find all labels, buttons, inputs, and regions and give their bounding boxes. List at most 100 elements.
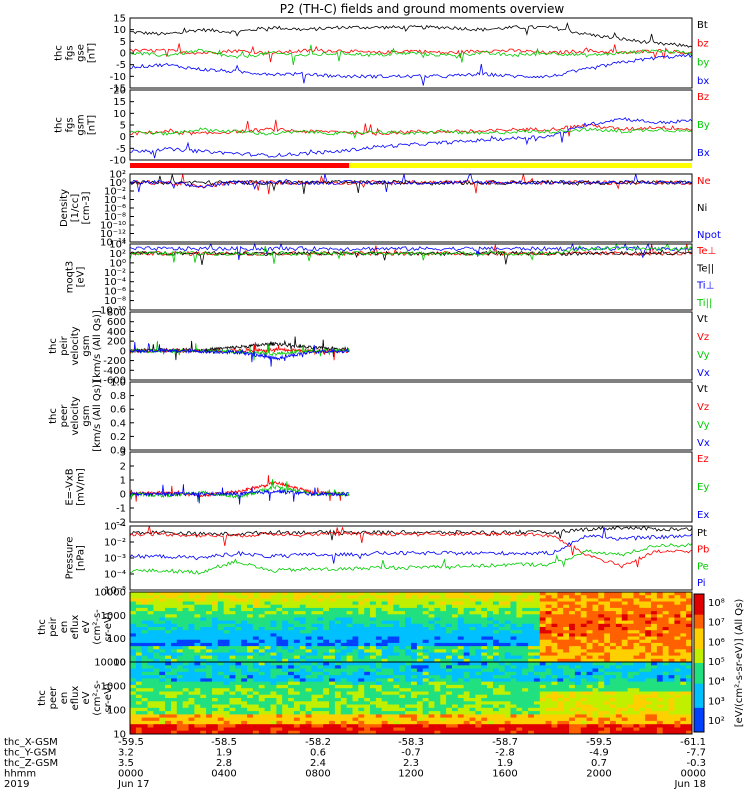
heat-cell — [563, 665, 570, 670]
heat-cell — [656, 714, 664, 719]
heat-cell — [510, 636, 517, 641]
heat-cell — [200, 614, 207, 618]
heat-cell — [569, 633, 576, 638]
heat-cell — [182, 717, 190, 722]
heat-cell — [364, 711, 371, 715]
heat-cell — [645, 604, 652, 609]
heat-cell — [586, 675, 593, 679]
heat-cell — [346, 633, 353, 638]
heat-cell — [229, 652, 236, 657]
heat-cell — [528, 724, 535, 728]
heat-cell — [293, 595, 301, 599]
heat-cell — [288, 614, 295, 618]
heat-cell — [252, 614, 260, 618]
heat-cell — [358, 601, 365, 606]
heat-cell — [141, 688, 149, 692]
heat-cell — [200, 642, 207, 647]
heat-cell — [545, 724, 552, 728]
heat-cell — [264, 691, 271, 696]
ytick-efield-0: 3 — [120, 448, 126, 459]
heat-cell — [399, 688, 406, 692]
heat-cell — [147, 617, 154, 622]
heat-cell — [381, 646, 389, 650]
heat-cell — [493, 724, 500, 728]
heat-cell — [276, 688, 283, 692]
heat-cell — [604, 598, 611, 603]
heat-cell — [282, 649, 289, 653]
heat-cell — [668, 614, 675, 618]
heat-cell — [375, 704, 383, 709]
heat-cell — [528, 592, 535, 596]
heat-cell — [416, 623, 424, 628]
heat-cell — [557, 714, 564, 719]
heat-cell — [188, 655, 195, 660]
heat-cell — [317, 701, 324, 706]
colorbar-segment — [694, 725, 704, 730]
heat-cell — [282, 662, 289, 666]
heat-cell — [270, 630, 277, 634]
heat-cell — [212, 592, 219, 596]
heat-cell — [358, 714, 365, 719]
heat-cell — [428, 614, 435, 618]
heat-cell — [153, 620, 160, 625]
heat-cell — [364, 607, 371, 612]
heat-cell — [633, 707, 640, 712]
heat-cell — [194, 711, 201, 715]
heat-cell — [639, 671, 646, 676]
heat-cell — [569, 671, 576, 676]
heat-cell — [493, 698, 500, 702]
heat-cell — [516, 720, 523, 725]
heat-cell — [165, 727, 172, 732]
heat-cell — [141, 704, 149, 709]
heat-cell — [651, 604, 658, 609]
heat-cell — [416, 694, 424, 699]
heat-cell — [586, 617, 593, 622]
heat-cell — [639, 658, 646, 663]
heat-cell — [639, 617, 646, 622]
heat-cell — [615, 646, 623, 650]
heat-cell — [533, 623, 541, 628]
heat-cell — [176, 633, 184, 638]
heat-cell — [229, 636, 236, 641]
heat-cell — [498, 601, 506, 606]
heat-cell — [615, 701, 623, 706]
heat-cell — [598, 678, 605, 683]
heat-cell — [533, 720, 541, 725]
heat-cell — [528, 604, 535, 609]
heat-cell — [522, 592, 529, 596]
heat-cell — [293, 607, 301, 612]
heat-cell — [194, 598, 201, 603]
heat-cell — [504, 646, 512, 650]
heat-cell — [276, 681, 283, 686]
heat-cell — [358, 623, 365, 628]
heat-cell — [329, 701, 336, 706]
heat-cell — [288, 630, 295, 634]
ylabel-efield-0: E=-VxB — [65, 468, 76, 505]
heat-cell — [516, 627, 523, 631]
colorbar-segment — [694, 680, 704, 685]
heat-cell — [340, 694, 348, 699]
heat-cell — [399, 691, 406, 696]
heat-cell — [475, 633, 482, 638]
colorbar-segment — [694, 673, 704, 678]
heat-cell — [498, 727, 506, 732]
heat-cell — [621, 691, 629, 696]
heat-cell — [522, 642, 529, 647]
heat-cell — [165, 630, 172, 634]
heat-cell — [674, 704, 681, 709]
heat-cell — [217, 595, 225, 599]
heat-cell — [428, 646, 435, 650]
heat-cell — [627, 727, 634, 732]
heat-cell — [405, 607, 412, 612]
heat-cell — [182, 620, 190, 625]
heat-cell — [428, 671, 435, 676]
heat-cell — [212, 668, 219, 673]
heat-cell — [206, 592, 213, 596]
heat-cell — [504, 694, 512, 699]
footer-value-1-4: -2.8 — [495, 748, 515, 759]
heat-cell — [352, 655, 359, 660]
heat-cell — [481, 649, 488, 653]
heat-cell — [469, 717, 476, 722]
heat-cell — [651, 598, 658, 603]
heat-cell — [610, 604, 617, 609]
